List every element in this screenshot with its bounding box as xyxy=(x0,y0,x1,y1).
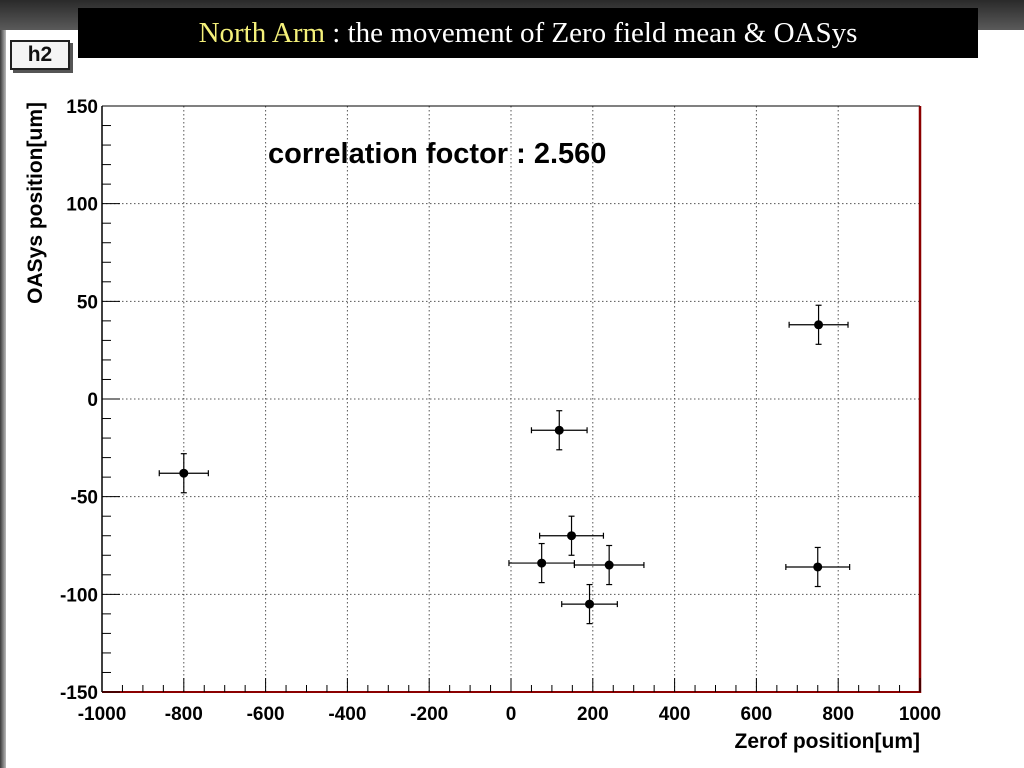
y-axis-title: OASys position[um] xyxy=(24,102,47,304)
data-points xyxy=(158,304,851,625)
x-tick-label: 200 xyxy=(577,704,609,725)
point-marker xyxy=(537,558,547,568)
y-tick-label: -100 xyxy=(60,585,98,606)
data-point xyxy=(788,304,849,345)
y-tick-label: 100 xyxy=(66,195,98,216)
x-tick-label: 600 xyxy=(741,704,773,725)
title-rest: : the movement of Zero field mean & OASy… xyxy=(325,16,858,49)
x-tick-label: 800 xyxy=(822,704,854,725)
data-point xyxy=(158,453,209,494)
data-point xyxy=(785,546,851,588)
x-tick-label: -600 xyxy=(247,704,285,725)
point-marker xyxy=(813,562,823,572)
tick-labels: -1000 -800 -600 -400 -200 0 200 400 600 800 1000-1… xyxy=(60,97,941,725)
slide-title: North Arm : the movement of Zero field m… xyxy=(78,8,978,58)
y-tick-label: -50 xyxy=(71,488,98,509)
data-point xyxy=(539,515,605,556)
x-tick-label: -800 xyxy=(165,704,203,725)
x-tick-label: -1000 xyxy=(78,704,127,725)
point-marker xyxy=(604,560,614,570)
y-tick-label: 0 xyxy=(87,390,98,411)
x-tick-label: -200 xyxy=(410,704,448,725)
y-tick-label: 150 xyxy=(66,97,98,118)
data-point xyxy=(508,542,575,584)
x-axis-title: Zerof position[um] xyxy=(735,730,920,753)
grid-lines xyxy=(102,106,920,692)
x-tick-label: 0 xyxy=(506,704,517,725)
correlation-annotation: correlation foctor : 2.560 xyxy=(268,138,606,170)
point-marker xyxy=(814,320,824,330)
point-marker xyxy=(554,425,564,435)
slide-left-strip xyxy=(0,30,6,768)
y-tick-label: 50 xyxy=(77,292,98,313)
data-point xyxy=(573,544,645,586)
point-marker xyxy=(567,531,577,541)
data-point xyxy=(561,583,618,625)
x-tick-label: 400 xyxy=(659,704,691,725)
point-marker xyxy=(179,468,189,478)
ticks xyxy=(101,105,921,693)
data-point xyxy=(530,410,588,451)
x-tick-label: -400 xyxy=(328,704,366,725)
title-highlight: North Arm xyxy=(198,16,326,49)
point-marker xyxy=(585,599,595,609)
histogram-name-label: h2 xyxy=(10,40,70,70)
y-tick-label: -150 xyxy=(60,683,98,704)
x-tick-label: 1000 xyxy=(899,704,941,725)
